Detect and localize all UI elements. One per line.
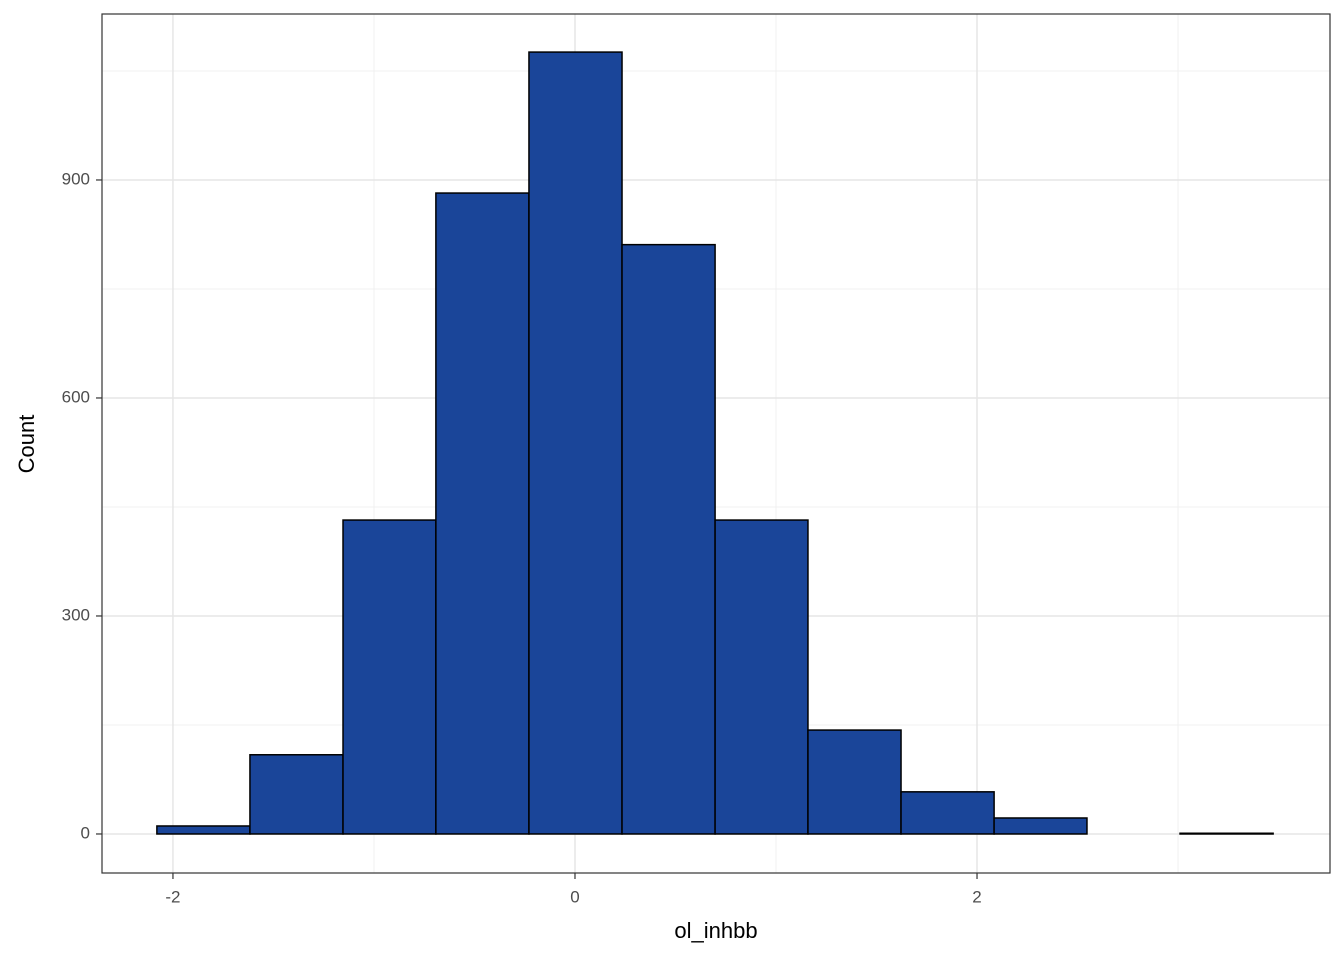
x-tick-label: -2 (165, 887, 180, 906)
bar (156, 825, 251, 835)
bar (435, 192, 530, 835)
x-tick-label: 2 (972, 887, 981, 906)
y-tick-label: 900 (62, 169, 90, 188)
bar (1179, 832, 1274, 835)
y-axis-title: Count (14, 415, 39, 474)
bar (528, 51, 623, 835)
bar (807, 729, 902, 835)
y-tick-label: 300 (62, 605, 90, 624)
panel-border (101, 13, 1331, 874)
bar (249, 754, 344, 835)
bar (900, 791, 995, 835)
x-axis-title: ol_inhbb (674, 918, 757, 943)
y-tick-label: 600 (62, 387, 90, 406)
bar (714, 519, 809, 835)
bar (342, 519, 437, 835)
x-tick-label: 0 (570, 887, 579, 906)
bars (156, 51, 1274, 835)
bar (621, 243, 716, 835)
y-tick-label: 0 (81, 823, 90, 842)
bar (993, 817, 1088, 835)
